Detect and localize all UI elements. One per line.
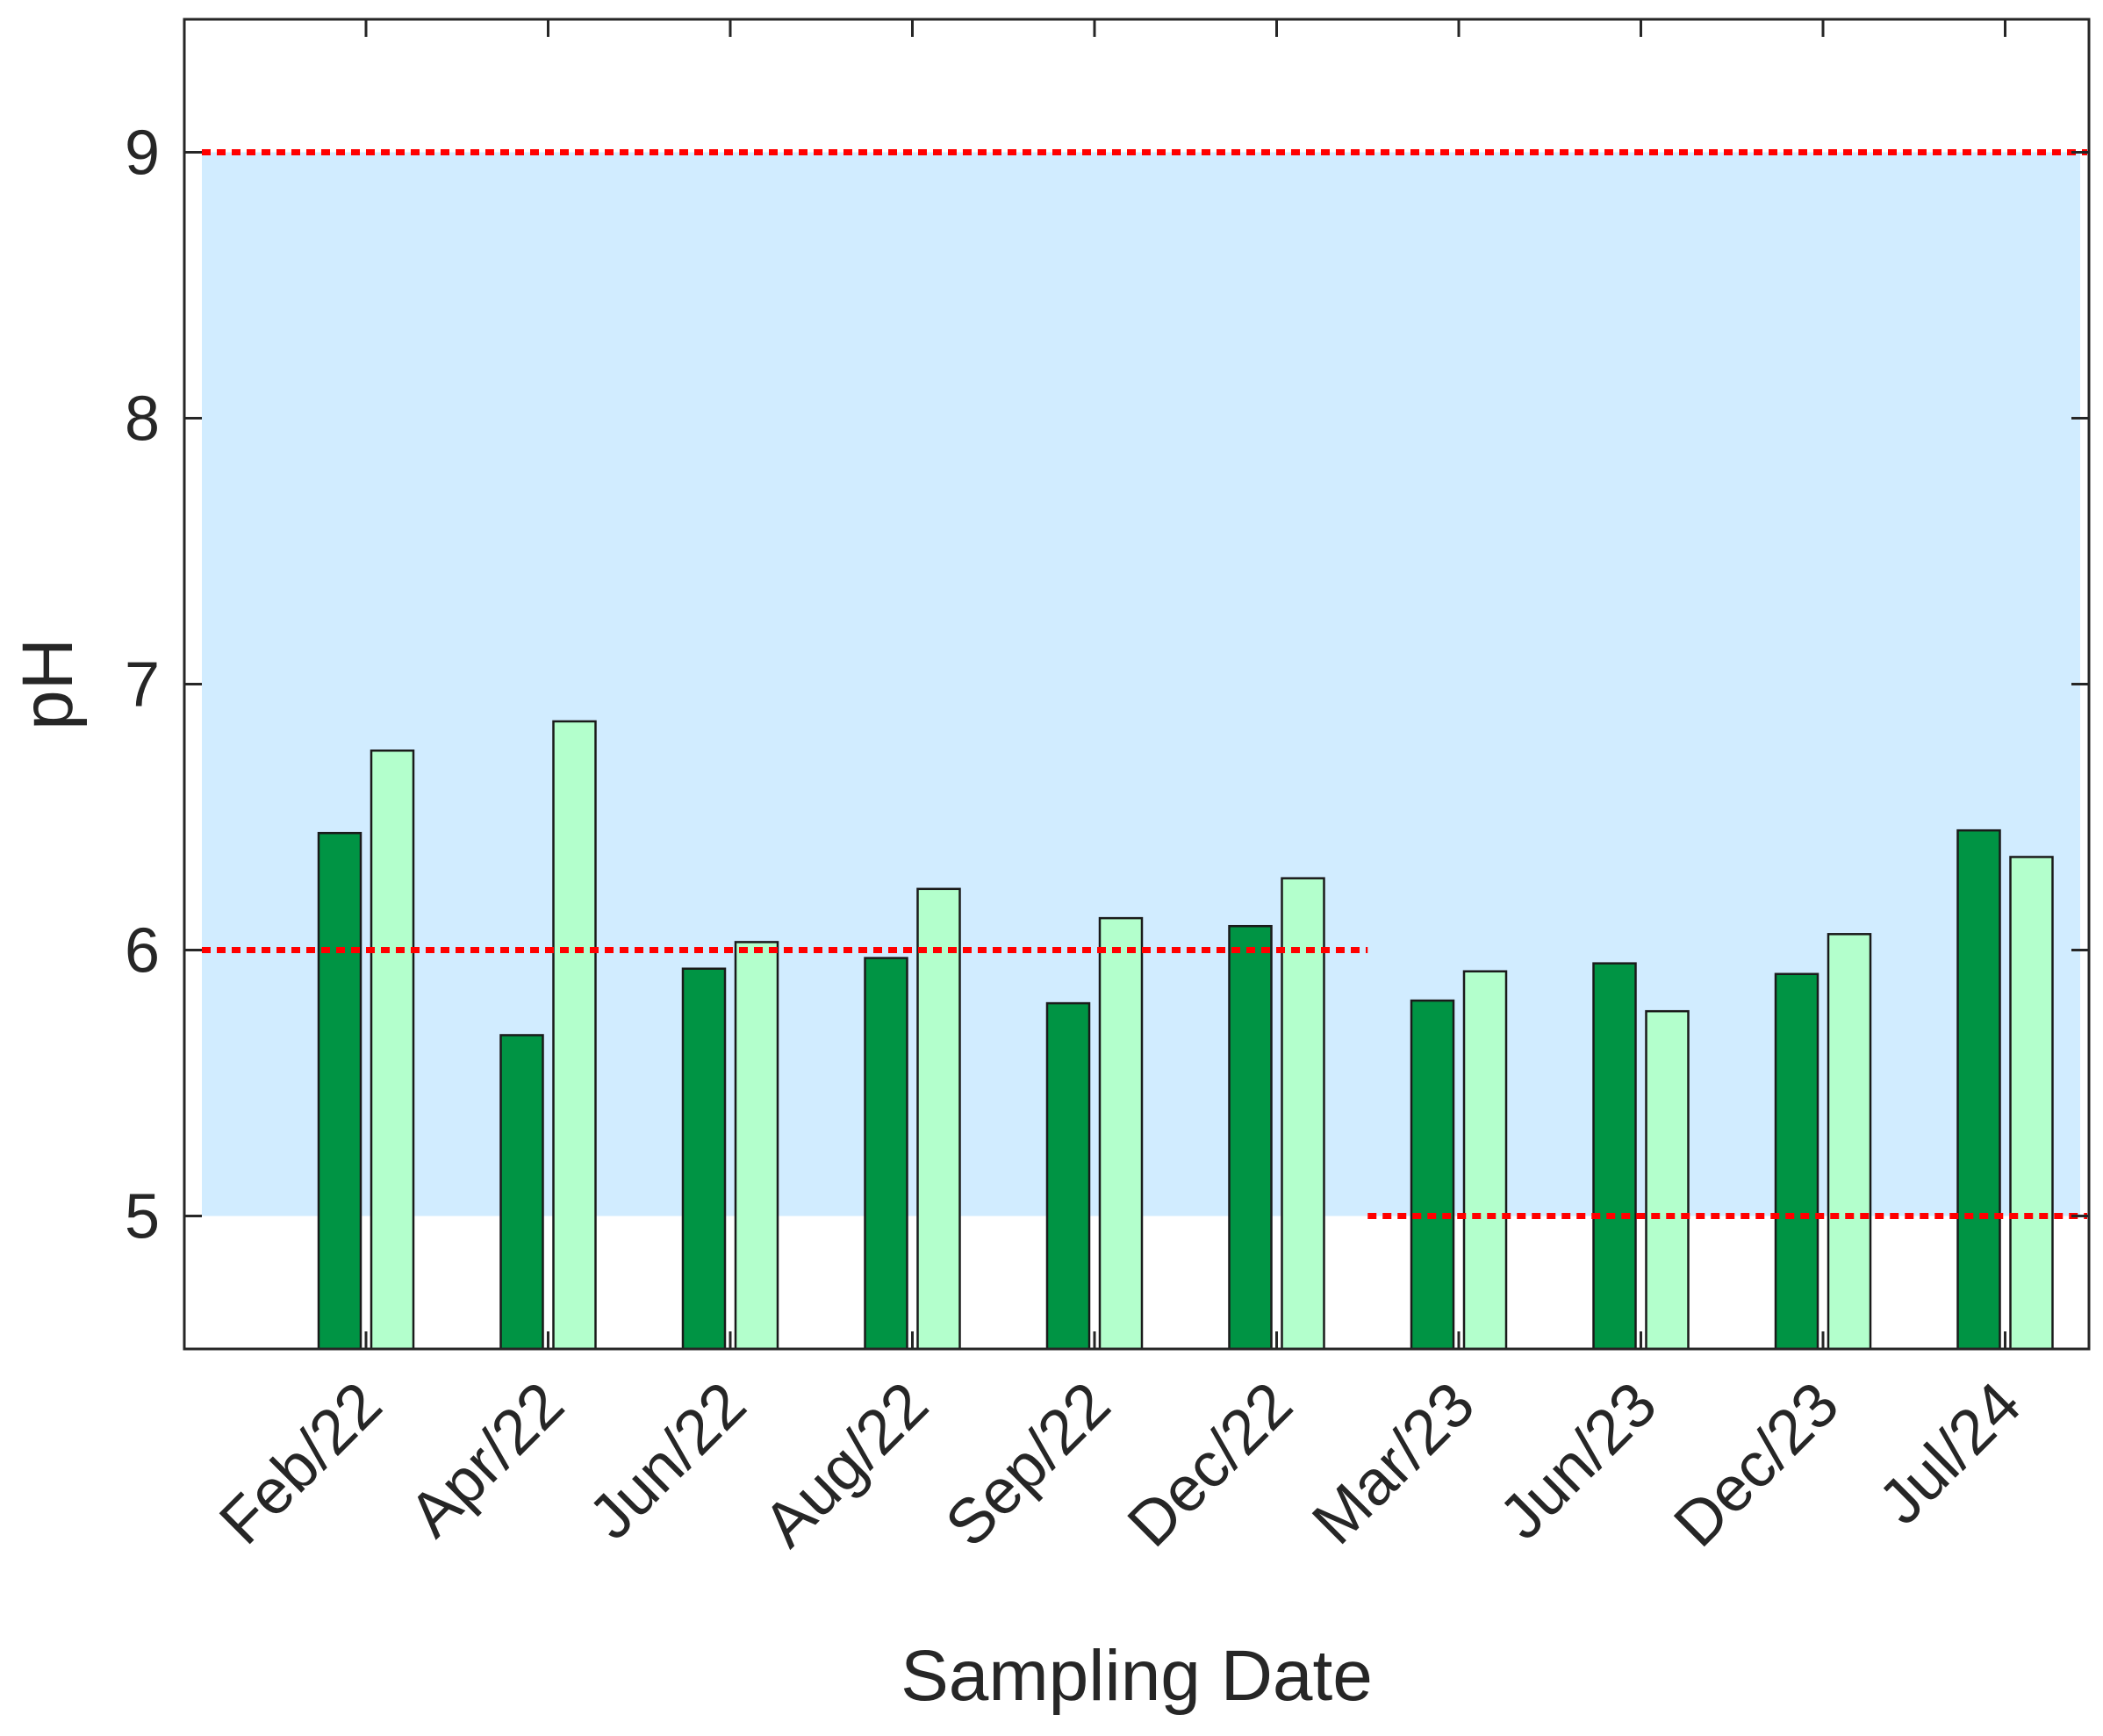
x-tick-label: Aug/22 [750, 1369, 942, 1560]
x-tick-label: Jul/24 [1865, 1369, 2034, 1538]
bar-series-2-jun-22 [734, 941, 779, 1351]
bar-series-1-dec-23 [1774, 972, 1819, 1351]
y-tick-label: 7 [125, 650, 160, 721]
x-tick-label: Feb/22 [206, 1369, 395, 1558]
bar-series-1-feb-22 [317, 831, 362, 1351]
x-tick-label: Mar/23 [1299, 1369, 1488, 1558]
bar-series-1-apr-22 [499, 1034, 544, 1351]
bar-series-1-sep-22 [1045, 1001, 1091, 1351]
y-tick-label: 5 [125, 1182, 160, 1252]
bar-series-1-jun-23 [1592, 962, 1637, 1351]
bar-series-2-feb-22 [370, 750, 415, 1351]
bar-series-1-aug-22 [864, 957, 908, 1351]
bar-series-2-apr-22 [552, 720, 597, 1351]
bar-series-2-jun-23 [1645, 1009, 1690, 1351]
bar-series-1-jun-22 [681, 967, 727, 1351]
bar-series-1-mar-23 [1410, 999, 1455, 1351]
bar-series-2-dec-22 [1281, 877, 1325, 1351]
bar-series-2-mar-23 [1462, 970, 1508, 1351]
x-tick-label: Dec/23 [1661, 1369, 1852, 1560]
x-axis-title: Sampling Date [901, 1636, 1373, 1716]
y-tick-label: 8 [125, 384, 160, 455]
bar-series-1-jul-24 [1956, 829, 2001, 1351]
reference-lines [202, 149, 2087, 1219]
x-tick-label: Dec/22 [1115, 1369, 1306, 1560]
bar-series-2-aug-22 [916, 887, 961, 1351]
bars [317, 720, 2054, 1351]
bar-series-1-dec-22 [1228, 924, 1273, 1351]
y-axis-title: pH [8, 638, 88, 730]
bar-series-2-jul-24 [2009, 856, 2054, 1351]
bar-series-2-sep-22 [1098, 916, 1144, 1351]
x-tick-label: Jun/22 [576, 1369, 759, 1553]
y-tick-label: 6 [125, 916, 160, 986]
x-tick-label: Jun/23 [1486, 1369, 1669, 1553]
bar-series-2-dec-23 [1827, 933, 1872, 1351]
x-tick-label: Sep/22 [932, 1369, 1123, 1560]
x-tick-label: Apr/22 [396, 1369, 578, 1551]
y-tick-label: 9 [125, 118, 160, 189]
